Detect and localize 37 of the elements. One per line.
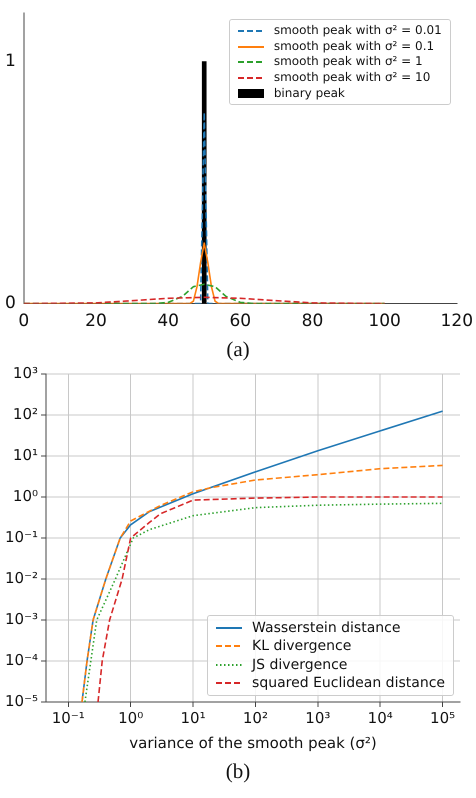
y-tick-label: 0 bbox=[4, 293, 16, 314]
y-tick-label: 10⁻² bbox=[4, 568, 38, 587]
x-tick-label: 20 bbox=[85, 311, 107, 332]
legend-label: smooth peak with σ² = 1 bbox=[274, 54, 423, 70]
y-tick-label: 10⁻³ bbox=[4, 610, 38, 628]
text: (a) bbox=[225, 337, 251, 362]
x-tick-label: 120 bbox=[440, 311, 474, 332]
legend-label: smooth peak with σ² = 0.1 bbox=[274, 38, 434, 54]
legend-label: smooth peak with σ² = 0.01 bbox=[274, 23, 442, 39]
x-tick-label: 100 bbox=[368, 311, 401, 332]
x-tick-label: 10² bbox=[242, 708, 268, 727]
legend-label: binary peak bbox=[274, 86, 345, 102]
y-tick-label: 10¹ bbox=[12, 446, 38, 464]
y-tick-label: 10³ bbox=[12, 364, 38, 382]
y-tick-label: 10⁻⁵ bbox=[4, 692, 38, 710]
x-tick-label: 10⁴ bbox=[368, 708, 393, 727]
x-tick-label: 10⁰ bbox=[118, 708, 144, 727]
x-axis-title: variance of the smooth peak (σ²) bbox=[129, 734, 377, 752]
line-series bbox=[24, 296, 386, 304]
x-tick-label: 10³ bbox=[305, 708, 330, 727]
legend-label: KL divergence bbox=[252, 637, 352, 656]
legend-label: squared Euclidean distance bbox=[252, 674, 445, 692]
legend-label: Wasserstein distance bbox=[252, 619, 400, 638]
y-tick-label: 10⁻⁴ bbox=[4, 650, 38, 669]
y-tick-label: 10⁻¹ bbox=[4, 528, 38, 546]
x-tick-label: 40 bbox=[157, 311, 179, 332]
legend-label: smooth peak with σ² = 10 bbox=[274, 70, 430, 86]
x-tick-label: 10⁻¹ bbox=[52, 708, 85, 727]
x-tick-label: 80 bbox=[302, 311, 324, 332]
x-tick-label: 10¹ bbox=[180, 708, 206, 727]
x-tick-label: 10⁵ bbox=[430, 708, 456, 727]
y-tick-label: 1 bbox=[4, 51, 16, 72]
x-tick-label: 60 bbox=[229, 311, 252, 332]
text: (b) bbox=[224, 759, 252, 784]
y-tick-label: 10⁰ bbox=[12, 486, 38, 505]
y-tick-label: 10² bbox=[12, 404, 38, 423]
legend-label: JS divergence bbox=[252, 656, 348, 674]
